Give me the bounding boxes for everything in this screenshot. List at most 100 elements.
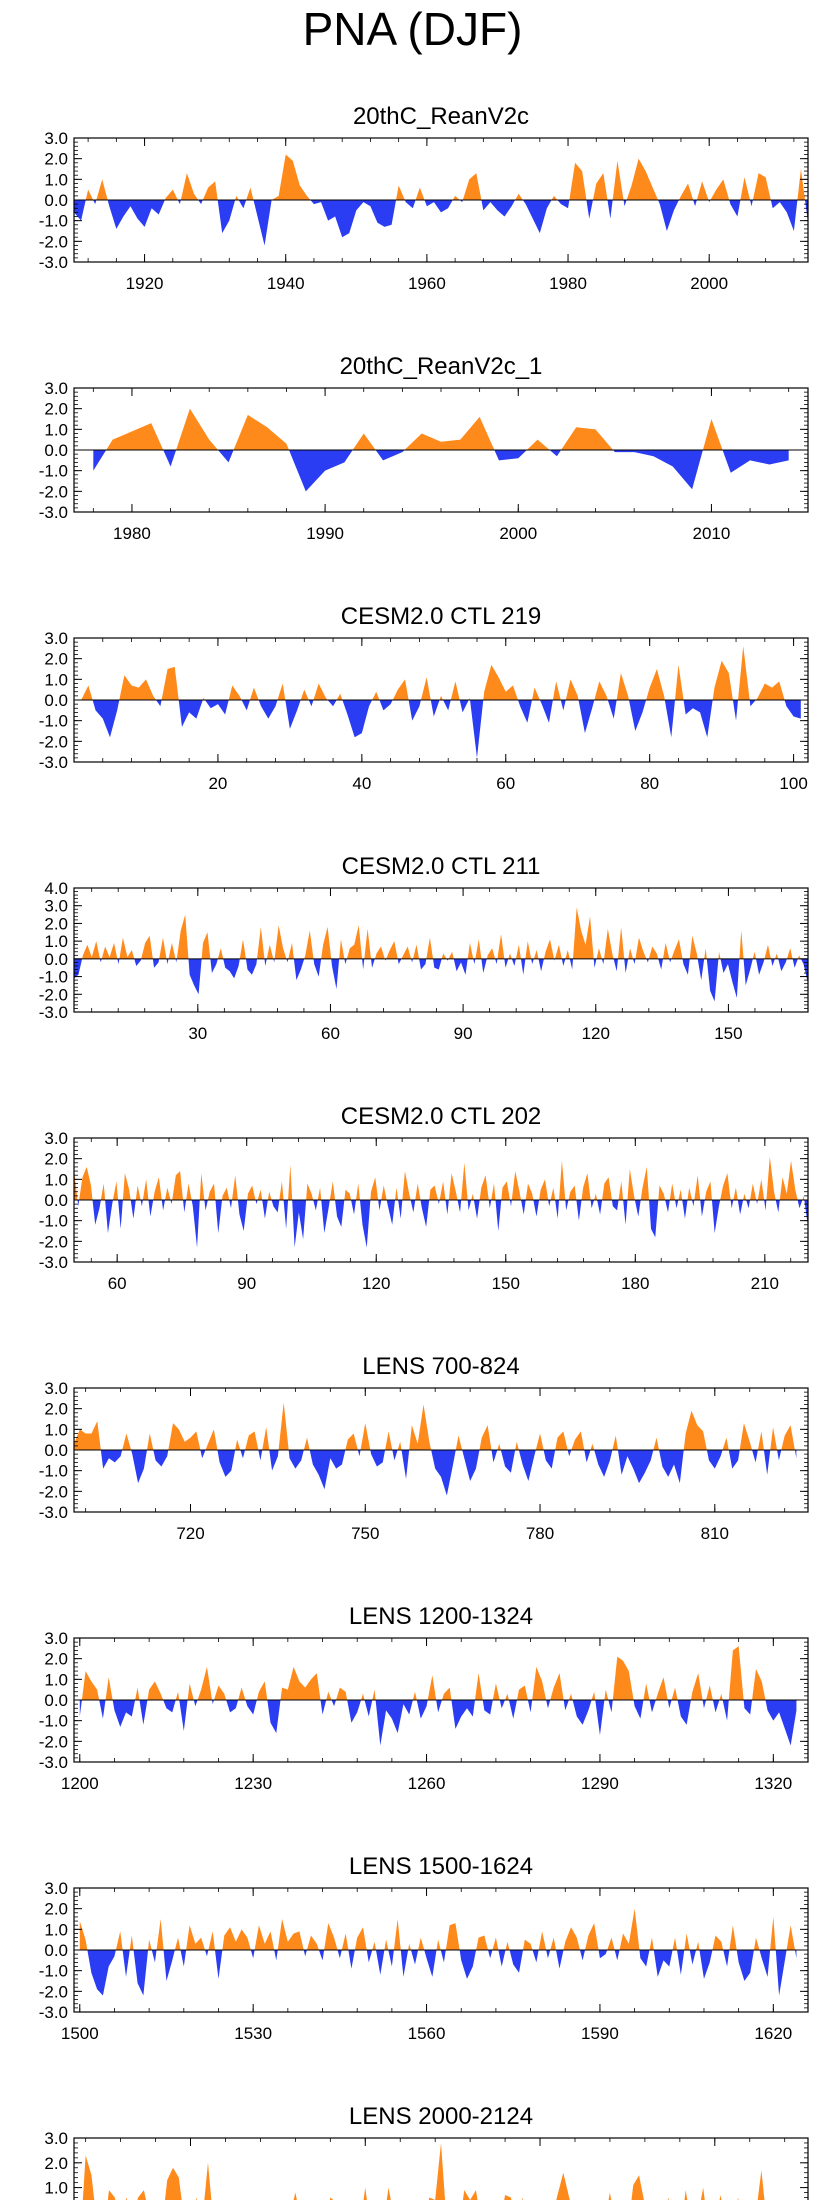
x-tick-label: 1590 — [581, 2024, 619, 2043]
x-tick-label: 1530 — [234, 2024, 272, 2043]
chart-panel: LENS 2000-21243.02.01.00.0-1.0-2.0192019… — [44, 2103, 809, 2200]
x-tick-label: 1940 — [267, 274, 305, 293]
negative-area — [74, 958, 808, 1002]
plot-frame — [73, 2137, 809, 2200]
x-tick-label: 90 — [237, 1274, 256, 1293]
y-tick-label: 0.0 — [44, 950, 68, 969]
positive-area — [74, 1402, 797, 1450]
y-tick-label: 3.0 — [44, 129, 68, 148]
x-tick-label: 1620 — [754, 2024, 792, 2043]
plot-frame — [73, 887, 809, 1013]
x-tick-label: 120 — [582, 1024, 610, 1043]
y-tick-label: 1.0 — [44, 170, 68, 189]
y-tick-label: -2.0 — [39, 732, 68, 751]
y-tick-label: -2.0 — [39, 232, 68, 251]
positive-area — [82, 2142, 785, 2200]
y-tick-label: 3.0 — [44, 629, 68, 648]
negative-area — [74, 200, 808, 246]
positive-area — [74, 1156, 808, 1200]
x-tick-label: 80 — [640, 774, 659, 793]
page-title: PNA (DJF) — [302, 3, 523, 55]
y-tick-label: 0.0 — [44, 441, 68, 460]
positive-area — [93, 408, 789, 450]
y-tick-label: -2.0 — [39, 1732, 68, 1751]
x-tick-label: 1230 — [234, 1774, 272, 1793]
y-tick-label: 0.0 — [44, 1441, 68, 1460]
x-tick-label: 120 — [362, 1274, 390, 1293]
chart-title: LENS 1200-1324 — [349, 1603, 533, 1630]
x-tick-label: 100 — [779, 774, 807, 793]
x-tick-label: 1990 — [306, 524, 344, 543]
y-tick-label: -1.0 — [39, 1462, 68, 1481]
y-tick-label: 2.0 — [44, 150, 68, 169]
y-tick-label: -1.0 — [39, 1212, 68, 1231]
positive-area — [81, 646, 801, 700]
y-tick-label: 2.0 — [44, 914, 68, 933]
x-tick-label: 60 — [108, 1274, 127, 1293]
y-tick-label: -1.0 — [39, 212, 68, 231]
y-tick-label: -1.0 — [39, 712, 68, 731]
chart-title: LENS 2000-2124 — [349, 2103, 533, 2130]
y-tick-label: 2.0 — [44, 400, 68, 419]
y-tick-label: -3.0 — [39, 253, 68, 272]
x-tick-label: 750 — [351, 1524, 379, 1543]
x-tick-label: 20 — [208, 774, 227, 793]
y-tick-label: -1.0 — [39, 1712, 68, 1731]
x-tick-label: 1200 — [61, 1774, 99, 1793]
y-tick-label: 1.0 — [44, 1920, 68, 1939]
chart-title: LENS 700-824 — [362, 1353, 519, 1380]
x-tick-label: 60 — [496, 774, 515, 793]
y-tick-label: 2.0 — [44, 650, 68, 669]
y-tick-label: 3.0 — [44, 2129, 68, 2148]
x-tick-label: 90 — [454, 1024, 473, 1043]
y-tick-label: 2.0 — [44, 1400, 68, 1419]
x-tick-label: 1320 — [754, 1774, 792, 1793]
y-tick-label: -2.0 — [39, 1232, 68, 1251]
chart-title: CESM2.0 CTL 211 — [342, 853, 541, 880]
y-tick-label: 0.0 — [44, 1941, 68, 1960]
x-tick-label: 150 — [714, 1024, 742, 1043]
y-tick-label: -1.0 — [39, 968, 68, 987]
chart-panel: 20thC_ReanV2c 3.0 2.01.0 0.0 -1.0-2.0 -3.0 192… — [39, 103, 809, 293]
y-tick-label: 3.0 — [44, 1379, 68, 1398]
y-tick-label: 3.0 — [44, 1129, 68, 1148]
chart-panel: LENS 700-824 3.0 2.01.0 0.0 -1.0-2.0 -3.0 720 7… — [39, 1353, 809, 1543]
y-tick-label: 1.0 — [44, 2179, 68, 2198]
y-tick-label: -3.0 — [39, 1253, 68, 1272]
y-tick-label: 0.0 — [44, 1691, 68, 1710]
positive-area — [74, 907, 808, 959]
chart-panel: 20thC_ReanV2c_1 3.0 2.01.0 0.0 -1.0-2.0 -3.0 1… — [39, 353, 809, 543]
y-tick-label: 3.0 — [44, 379, 68, 398]
x-tick-label: 1500 — [61, 2024, 99, 2043]
negative-area — [74, 1450, 797, 1496]
chart-title: 20thC_ReanV2c_1 — [340, 353, 543, 380]
y-tick-label: -2.0 — [39, 985, 68, 1004]
x-tick-label: 720 — [176, 1524, 204, 1543]
y-tick-label: 2.0 — [44, 1900, 68, 1919]
y-tick-label: -3.0 — [39, 1503, 68, 1522]
x-tick-label: 2000 — [690, 274, 728, 293]
x-tick-label: 1980 — [549, 274, 587, 293]
positive-area — [79, 1908, 797, 1950]
x-tick-label: 210 — [751, 1274, 779, 1293]
y-tick-label: 1.0 — [44, 1170, 68, 1189]
y-tick-label: -3.0 — [39, 2003, 68, 2022]
x-tick-label: 1260 — [408, 1774, 446, 1793]
y-tick-label: -3.0 — [39, 753, 68, 772]
chart-panel: LENS 1500-1624 3.0 2.01.0 0.0 -1.0-2.0 -3.0 15… — [39, 1853, 809, 2043]
y-tick-label: -1.0 — [39, 462, 68, 481]
y-tick-label: 3.0 — [44, 897, 68, 916]
y-tick-label: -1.0 — [39, 1962, 68, 1981]
x-tick-label: 2000 — [499, 524, 537, 543]
y-tick-label: 0.0 — [44, 1191, 68, 1210]
y-tick-label: 0.0 — [44, 191, 68, 210]
chart-title: 20thC_ReanV2c — [353, 103, 529, 130]
x-tick-label: 180 — [621, 1274, 649, 1293]
x-tick-label: 40 — [352, 774, 371, 793]
y-tick-label: 3.0 — [44, 1629, 68, 1648]
x-tick-label: 2010 — [693, 524, 731, 543]
y-tick-label: 0.0 — [44, 691, 68, 710]
x-tick-label: 1980 — [113, 524, 151, 543]
